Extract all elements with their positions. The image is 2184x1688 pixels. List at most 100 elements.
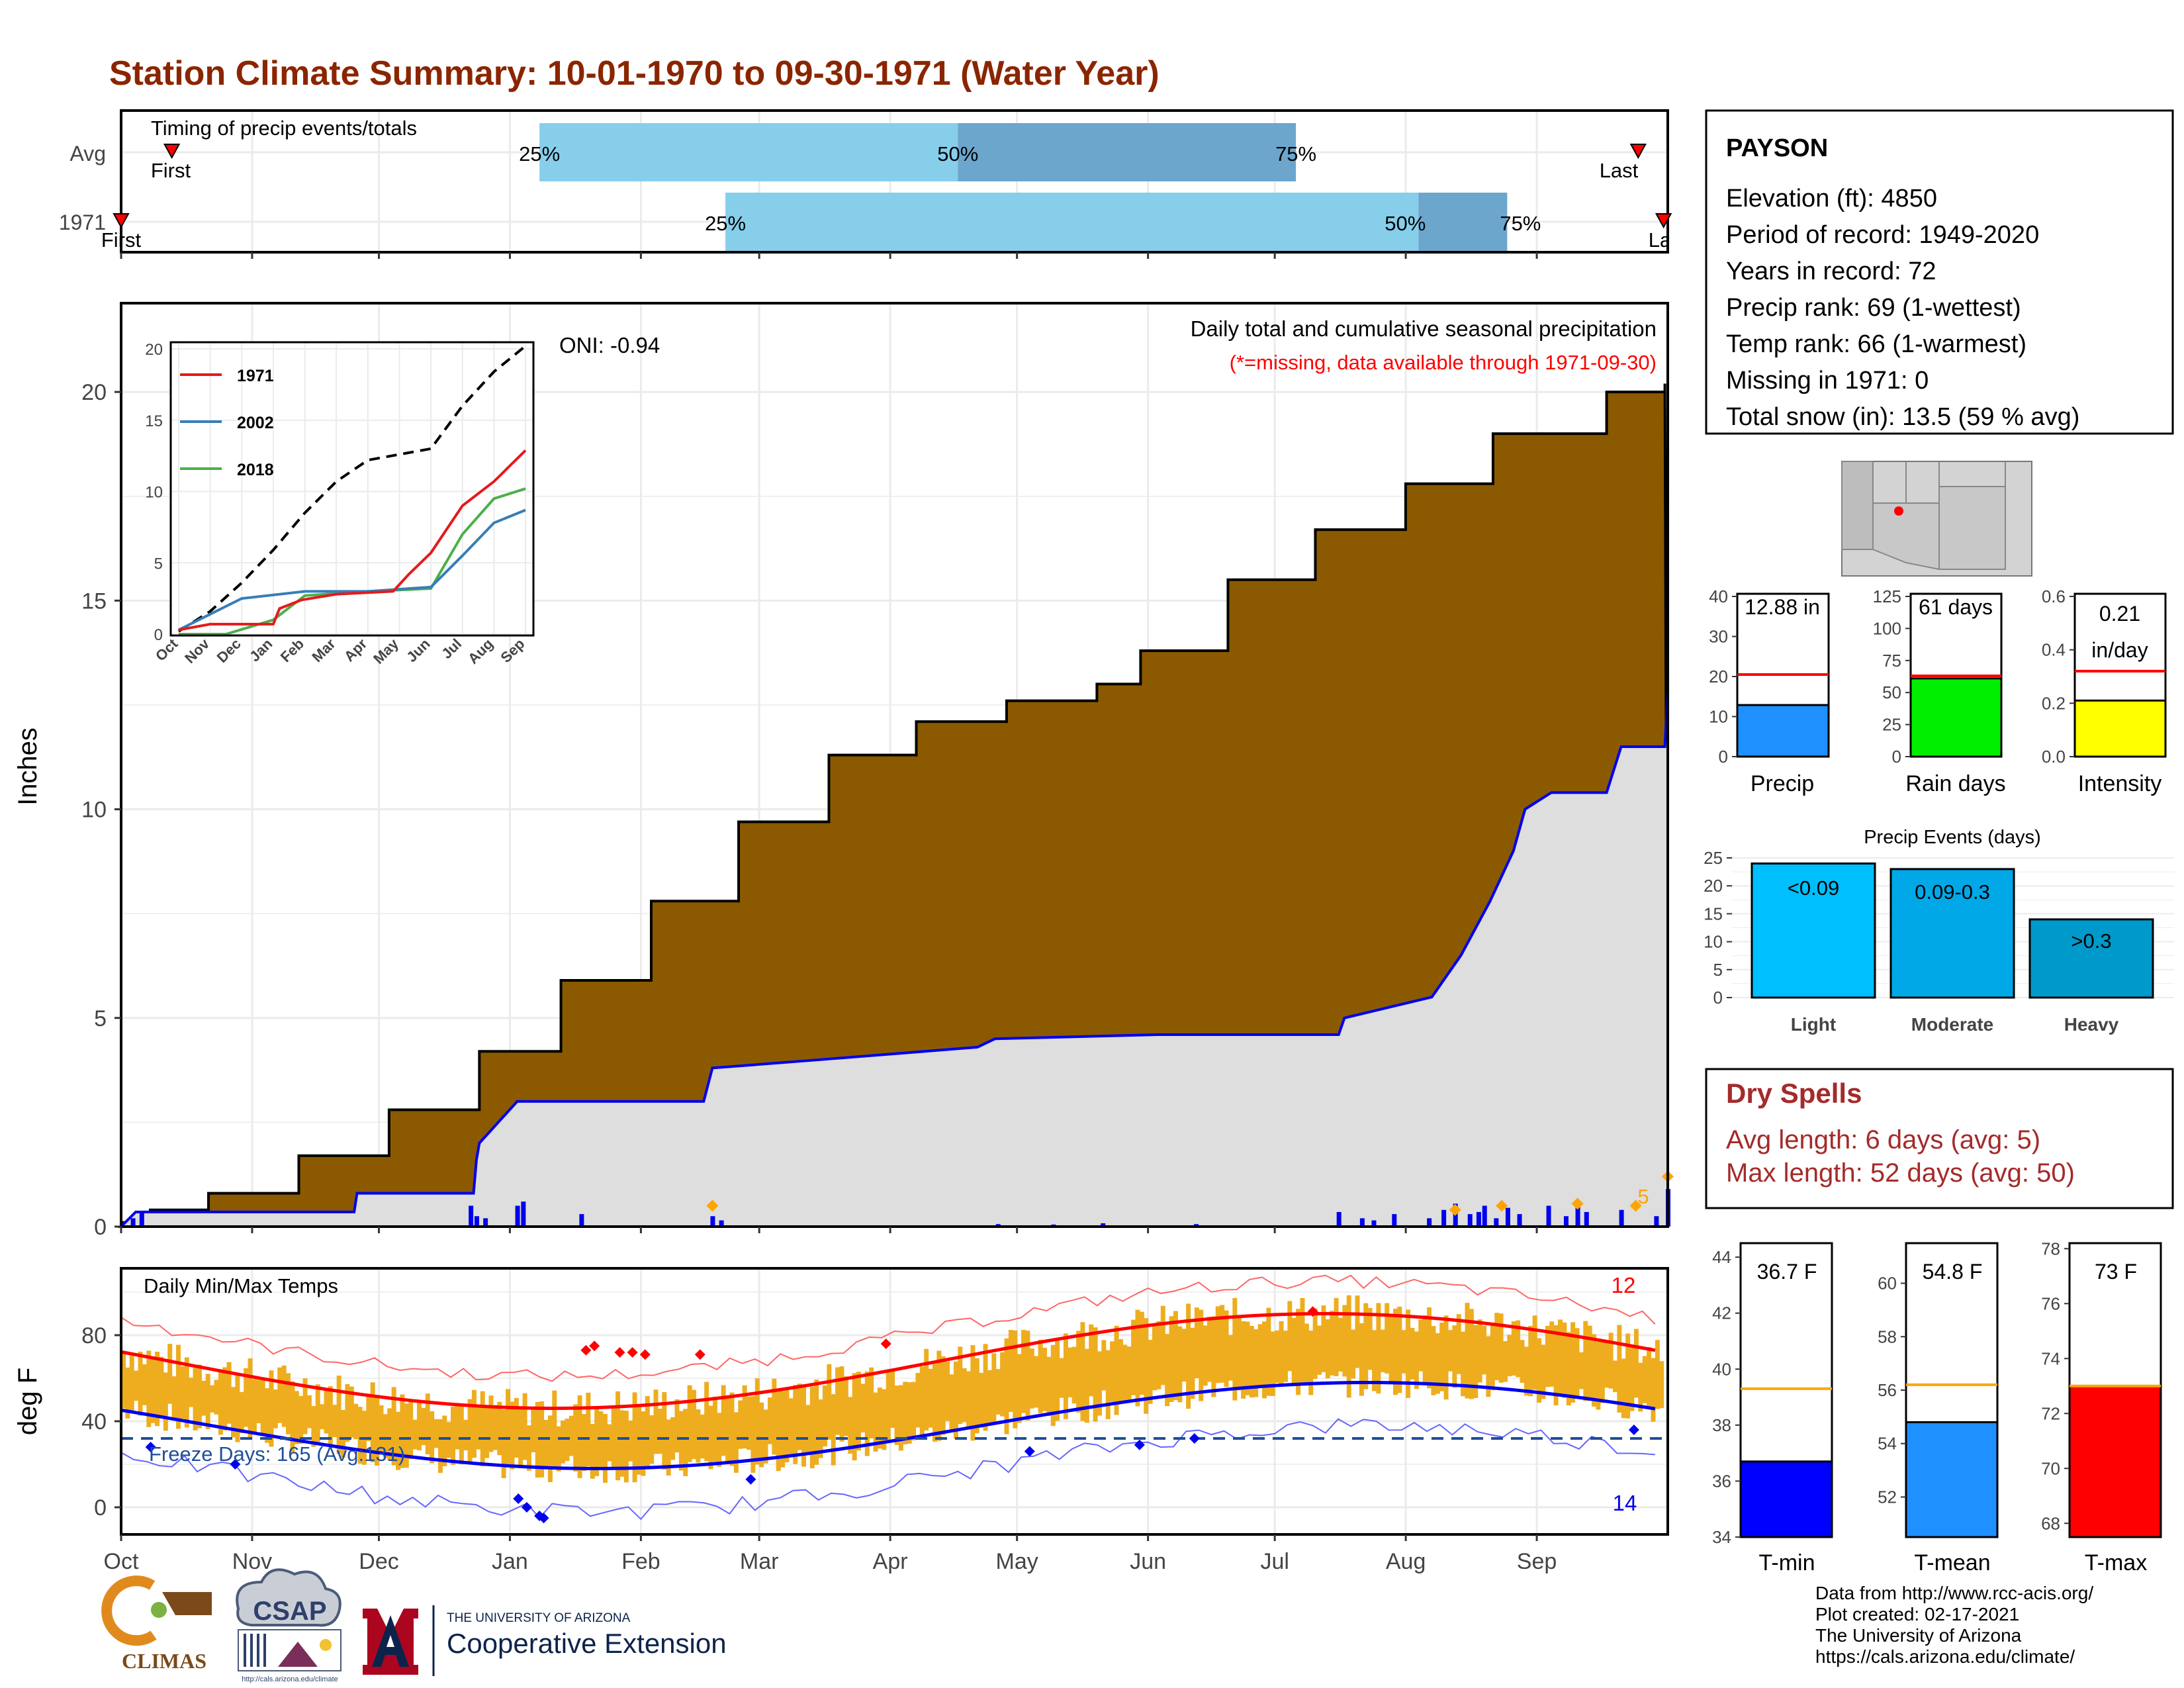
- station-years: Years in record: 72: [1726, 258, 1936, 285]
- record-marker: [230, 1459, 241, 1470]
- pct25-1971: 25%: [705, 212, 746, 235]
- temp-day-bar: [949, 1374, 954, 1432]
- temp-day-bar: [1207, 1317, 1212, 1382]
- first-marker-avg: [163, 144, 181, 160]
- tmax-value-label: 73 F: [2095, 1260, 2137, 1284]
- temp-day-bar: [721, 1385, 726, 1456]
- temp-day-bar: [602, 1414, 608, 1483]
- temp-day-bar: [328, 1386, 333, 1446]
- temp-day-bar: [379, 1405, 384, 1454]
- temp-bar-tick: 44: [1712, 1247, 1731, 1267]
- temp-day-bar: [1439, 1323, 1445, 1391]
- daily-precip-bar: [521, 1201, 526, 1227]
- temp-bar-tick: 38: [1712, 1415, 1731, 1435]
- events-title: Precip Events (days): [1864, 827, 2041, 848]
- temp-day-bar: [218, 1372, 223, 1435]
- temp-bar-tick: 74: [2041, 1348, 2060, 1368]
- temp-day-bar: [1177, 1326, 1183, 1403]
- temp-day-bar: [416, 1403, 422, 1450]
- temp-day-bar: [256, 1380, 261, 1424]
- temp-day-bar: [1385, 1303, 1390, 1374]
- tmean-label: T-mean: [1914, 1550, 1990, 1575]
- temp-day-bar: [1520, 1340, 1525, 1383]
- first-label-1971: First: [101, 228, 142, 252]
- timing-bar-avg-high: [958, 123, 1297, 181]
- temp-day-bar: [1025, 1331, 1030, 1421]
- temp-day-bar: [1511, 1321, 1516, 1376]
- inset-x-tick: May: [370, 635, 402, 667]
- temp-day-bar: [1312, 1308, 1318, 1380]
- temp-bar-tick: 54: [1878, 1434, 1897, 1454]
- temp-day-bar: [514, 1397, 519, 1458]
- temp-day-bar: [898, 1385, 903, 1451]
- precip-events-chart: Precip Events (days) 0 5 10 15 20 25 <0.09 0.…: [1704, 827, 2174, 1035]
- event-label-moderate: 0.09-0.3: [1915, 880, 1990, 904]
- temp-day-bar: [1557, 1319, 1563, 1395]
- precip-note: (*=missing, data available through 1971-…: [1230, 351, 1657, 374]
- temp-day-bar: [869, 1367, 874, 1438]
- temp-day-bar: [1013, 1330, 1018, 1429]
- temp-day-bar: [1372, 1330, 1377, 1391]
- temp-day-bar: [940, 1356, 946, 1435]
- temp-day-bar: [717, 1413, 722, 1467]
- temp-day-bar: [1144, 1318, 1149, 1414]
- temp-day-bar: [1034, 1356, 1039, 1408]
- temp-day-bar: [446, 1422, 451, 1458]
- temp-day-bar: [1562, 1322, 1567, 1398]
- temp-day-bar: [1447, 1330, 1453, 1372]
- temp-day-bar: [492, 1405, 498, 1450]
- temp-day-bar: [543, 1419, 549, 1467]
- summary-bar-tick: 30: [1709, 627, 1728, 647]
- temp-day-bar: [1461, 1331, 1466, 1397]
- temp-day-bar: [827, 1364, 832, 1440]
- record-high-line: [120, 1274, 1656, 1382]
- cumulative-normal-area: [120, 383, 1670, 1228]
- temp-day-bar: [1317, 1325, 1322, 1375]
- event-bar-light: [1751, 862, 1876, 999]
- temp-day-bar: [1330, 1311, 1335, 1376]
- daily-precip-bar: [710, 1216, 715, 1227]
- temp-day-bar: [281, 1365, 287, 1427]
- temp-bar-t-min: [1739, 1460, 1833, 1538]
- inset-x-tick: Mar: [308, 635, 339, 666]
- temp-day-bar: [1410, 1328, 1415, 1380]
- temp-day-bar: [167, 1344, 173, 1404]
- pct75-avg: 75%: [1275, 142, 1316, 165]
- temp-day-bar: [1325, 1319, 1330, 1379]
- inset-x-tick: Jul: [438, 635, 465, 662]
- temp-day-bar: [1359, 1323, 1364, 1396]
- temp-day-bar: [1566, 1332, 1571, 1406]
- record-marker: [521, 1502, 532, 1513]
- temp-day-bar: [1199, 1309, 1204, 1401]
- temp-day-bar: [611, 1409, 616, 1467]
- temp-day-bar: [400, 1394, 405, 1468]
- temp-y-axis-label: deg F: [13, 1368, 42, 1435]
- month-tick: Aug: [1386, 1549, 1426, 1574]
- dry-spells-title: Dry Spells: [1726, 1078, 1862, 1109]
- temp-day-bar: [370, 1382, 375, 1462]
- temp-day-bar: [890, 1369, 895, 1429]
- record-marker: [145, 1442, 156, 1452]
- temp-day-bar: [1156, 1321, 1161, 1389]
- temp-day-bar: [1224, 1310, 1229, 1387]
- event-label-light: <0.09: [1788, 876, 1839, 900]
- temp-day-bar: [1414, 1331, 1419, 1389]
- temp-day-bar: [556, 1426, 561, 1472]
- snow-marker: [1571, 1197, 1584, 1210]
- temp-day-bar: [1321, 1305, 1326, 1372]
- temp-day-bar: [712, 1396, 717, 1462]
- temp-day-bar: [501, 1409, 506, 1479]
- temp-day-bar: [733, 1412, 739, 1473]
- temp-day-bar: [1241, 1321, 1246, 1399]
- temp-y-tick: 40: [81, 1409, 107, 1434]
- temp-bar-tick: 36: [1712, 1471, 1731, 1491]
- temp-day-bar: [155, 1351, 160, 1427]
- pct50-avg: 50%: [937, 142, 978, 165]
- daily-precip-bar: [1359, 1218, 1365, 1227]
- station-missing: Missing in 1971: 0: [1726, 367, 1929, 395]
- temp-day-bar: [1351, 1329, 1356, 1379]
- temp-day-bar: [510, 1401, 515, 1470]
- temp-day-bar: [623, 1411, 629, 1483]
- temp-day-bar: [1583, 1321, 1588, 1401]
- temp-day-bar: [1524, 1346, 1529, 1396]
